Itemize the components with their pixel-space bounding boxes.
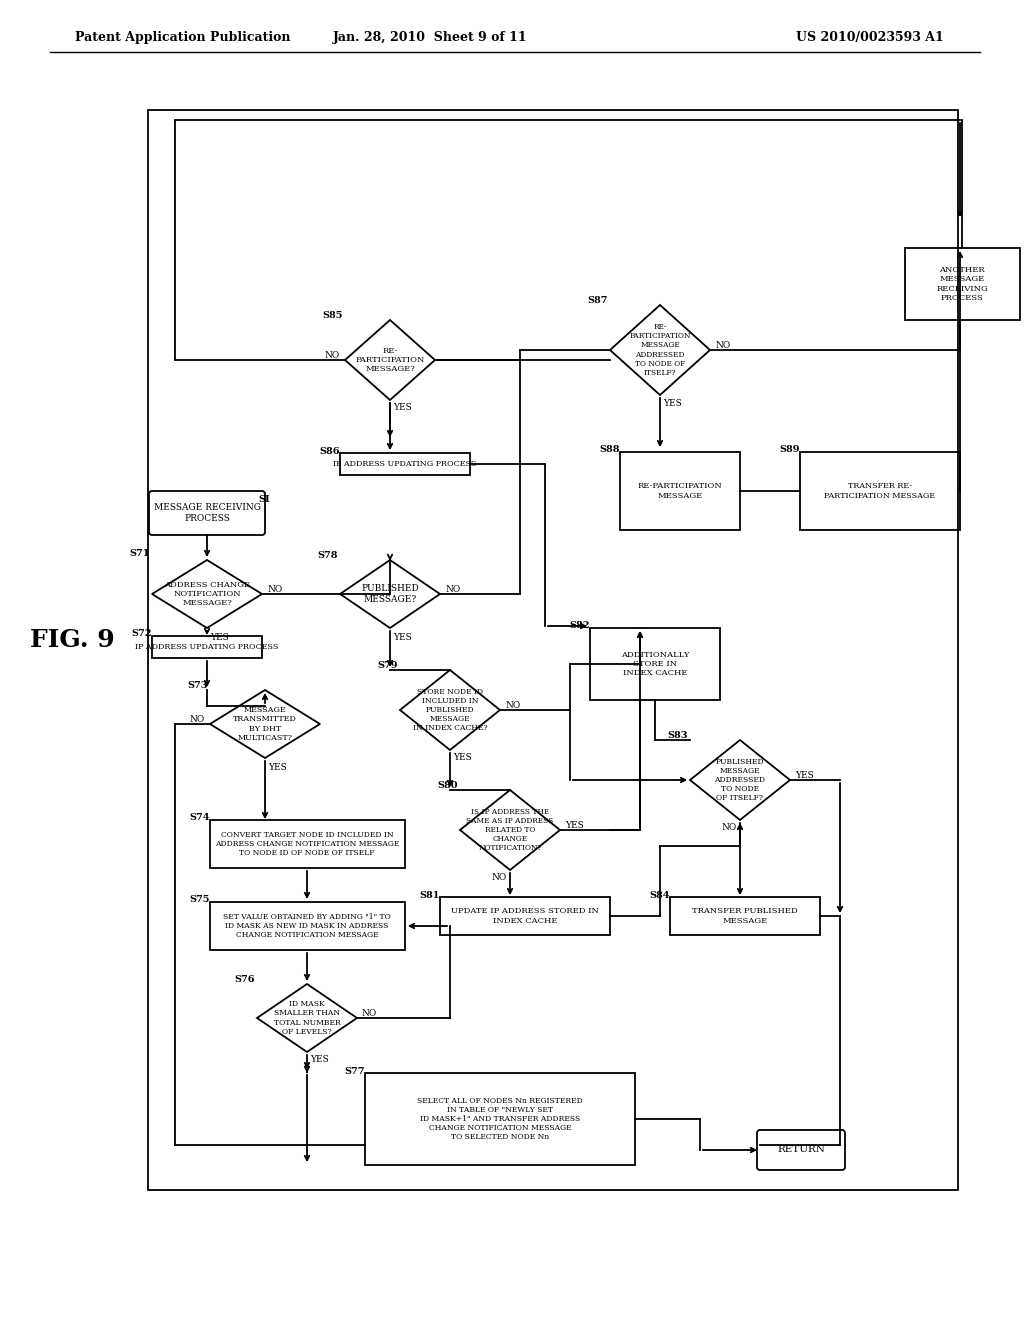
Text: IP ADDRESS UPDATING PROCESS: IP ADDRESS UPDATING PROCESS: [135, 643, 279, 651]
Text: RETURN: RETURN: [777, 1146, 825, 1155]
Bar: [365, 1073, 635, 1166]
Text: YES: YES: [268, 763, 287, 772]
Text: YES: YES: [310, 1056, 329, 1064]
Text: NO: NO: [722, 824, 737, 833]
Text: S82: S82: [569, 622, 590, 631]
Text: MESSAGE RECEIVING
PROCESS: MESSAGE RECEIVING PROCESS: [154, 503, 260, 523]
Text: S84: S84: [649, 891, 670, 899]
Text: S71: S71: [130, 549, 150, 558]
Text: ID MASK
SMALLER THAN
TOTAL NUMBER
OF LEVELS?: ID MASK SMALLER THAN TOTAL NUMBER OF LEV…: [273, 1001, 340, 1036]
Text: IP ADDRESS UPDATING PROCESS: IP ADDRESS UPDATING PROCESS: [334, 459, 477, 469]
Text: SELECT ALL OF NODES Nn REGISTERED
IN TABLE OF "NEWLY SET
ID MASK+1" AND TRANSFER: SELECT ALL OF NODES Nn REGISTERED IN TAB…: [417, 1097, 583, 1142]
Text: S89: S89: [779, 446, 800, 454]
Text: NO: NO: [362, 1010, 377, 1019]
Text: PUBLISHED
MESSAGE
ADDRESSED
TO NODE
OF ITSELF?: PUBLISHED MESSAGE ADDRESSED TO NODE OF I…: [715, 758, 766, 803]
Text: S78: S78: [317, 550, 338, 560]
Text: S85: S85: [323, 312, 343, 319]
Text: FIG. 9: FIG. 9: [30, 628, 115, 652]
Text: YES: YES: [393, 634, 412, 643]
Bar: [210, 902, 406, 950]
Text: RE-
PARTICIPATION
MESSAGE?: RE- PARTICIPATION MESSAGE?: [355, 347, 425, 374]
Text: NO: NO: [267, 586, 283, 594]
Text: ANOTHER
MESSAGE
RECEIVING
PROCESS: ANOTHER MESSAGE RECEIVING PROCESS: [936, 267, 988, 302]
Text: S79: S79: [378, 661, 398, 671]
Text: US 2010/0023593 A1: US 2010/0023593 A1: [796, 30, 944, 44]
Text: NO: NO: [325, 351, 340, 360]
Text: NO: NO: [445, 586, 460, 594]
Text: UPDATE IP ADDRESS STORED IN
INDEX CACHE: UPDATE IP ADDRESS STORED IN INDEX CACHE: [451, 907, 599, 924]
Text: SET VALUE OBTAINED BY ADDING "1" TO
ID MASK AS NEW ID MASK IN ADDRESS
CHANGE NOT: SET VALUE OBTAINED BY ADDING "1" TO ID M…: [223, 913, 391, 940]
Bar: [440, 898, 610, 935]
Text: YES: YES: [453, 754, 472, 763]
Text: S75: S75: [189, 895, 210, 904]
Text: TRANSFER RE-
PARTICIPATION MESSAGE: TRANSFER RE- PARTICIPATION MESSAGE: [824, 482, 936, 499]
Bar: [800, 451, 961, 531]
Text: ADDRESS CHANGE
NOTIFICATION
MESSAGE?: ADDRESS CHANGE NOTIFICATION MESSAGE?: [164, 581, 250, 607]
Text: S80: S80: [437, 781, 458, 789]
Text: YES: YES: [795, 771, 814, 780]
Text: YES: YES: [393, 404, 412, 412]
Bar: [148, 110, 958, 1191]
Text: S73: S73: [187, 681, 208, 690]
Bar: [152, 636, 262, 657]
Text: YES: YES: [210, 634, 228, 643]
Text: S72: S72: [131, 630, 152, 639]
Text: NO: NO: [505, 701, 520, 710]
Text: S76: S76: [234, 975, 255, 983]
Text: NO: NO: [715, 342, 730, 351]
Text: NO: NO: [189, 715, 205, 725]
Text: S87: S87: [588, 296, 608, 305]
Text: PUBLISHED
MESSAGE?: PUBLISHED MESSAGE?: [361, 585, 419, 603]
Bar: [670, 898, 820, 935]
Text: RE-PARTICIPATION
MESSAGE: RE-PARTICIPATION MESSAGE: [638, 482, 722, 499]
Text: SI: SI: [258, 495, 269, 503]
Text: Jan. 28, 2010  Sheet 9 of 11: Jan. 28, 2010 Sheet 9 of 11: [333, 30, 527, 44]
Text: RE-
PARTICIPATION
MESSAGE
ADDRESSED
TO NODE OF
ITSELF?: RE- PARTICIPATION MESSAGE ADDRESSED TO N…: [630, 323, 690, 378]
Bar: [905, 248, 1020, 319]
Text: S74: S74: [189, 813, 210, 822]
Bar: [210, 820, 406, 869]
Text: ADDITIONALLY
STORE IN
INDEX CACHE: ADDITIONALLY STORE IN INDEX CACHE: [621, 651, 689, 677]
Bar: [620, 451, 740, 531]
Text: S77: S77: [344, 1067, 365, 1076]
Text: TRANSFER PUBLISHED
MESSAGE: TRANSFER PUBLISHED MESSAGE: [692, 907, 798, 924]
Text: YES: YES: [565, 821, 584, 830]
Text: STORE NODE ID
INCLUDED IN
PUBLISHED
MESSAGE
IN INDEX CACHE?: STORE NODE ID INCLUDED IN PUBLISHED MESS…: [413, 688, 487, 733]
Text: S86: S86: [319, 446, 340, 455]
Bar: [590, 628, 720, 700]
Text: CONVERT TARGET NODE ID INCLUDED IN
ADDRESS CHANGE NOTIFICATION MESSAGE
TO NODE I: CONVERT TARGET NODE ID INCLUDED IN ADDRE…: [215, 830, 399, 857]
Text: NO: NO: [492, 874, 507, 883]
Text: MESSAGE
TRANSMITTED
BY DHT
MULTICAST?: MESSAGE TRANSMITTED BY DHT MULTICAST?: [233, 706, 297, 742]
Text: S81: S81: [420, 891, 440, 899]
Text: Patent Application Publication: Patent Application Publication: [75, 30, 291, 44]
Text: IS IP ADDRESS THE
SAME AS IP ADDRESS
RELATED TO
CHANGE
NOTIFICATION?: IS IP ADDRESS THE SAME AS IP ADDRESS REL…: [466, 808, 554, 853]
Text: S83: S83: [668, 731, 688, 741]
Text: YES: YES: [663, 399, 682, 408]
Bar: [340, 453, 470, 475]
Text: S88: S88: [599, 446, 620, 454]
